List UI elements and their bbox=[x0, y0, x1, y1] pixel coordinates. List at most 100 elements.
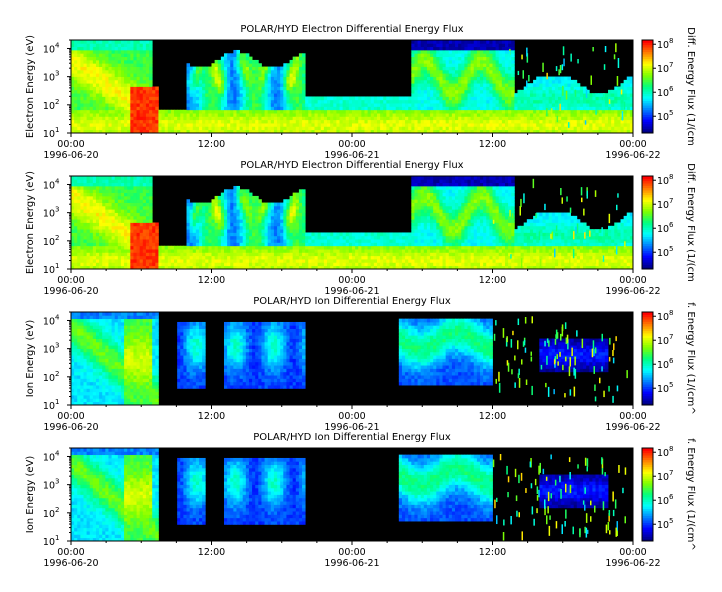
heatmap-cell bbox=[252, 219, 256, 223]
noise-mark bbox=[556, 115, 559, 123]
heatmap-cell bbox=[511, 109, 515, 114]
heatmap-cell bbox=[245, 119, 250, 124]
heatmap-cell bbox=[80, 189, 84, 194]
heatmap-cell bbox=[124, 265, 128, 270]
heatmap-cell bbox=[211, 252, 216, 257]
heatmap-cell bbox=[139, 93, 144, 97]
heatmap-cell bbox=[423, 126, 428, 131]
heatmap-cell bbox=[83, 43, 88, 48]
heatmap-cell bbox=[248, 56, 253, 61]
heatmap-cell bbox=[586, 109, 590, 114]
heatmap-cell bbox=[458, 69, 462, 74]
heatmap-cell bbox=[227, 255, 231, 260]
heatmap-cell bbox=[83, 46, 88, 51]
heatmap-cell bbox=[217, 103, 222, 107]
heatmap-cell bbox=[258, 86, 262, 91]
heatmap-cell bbox=[280, 93, 284, 97]
heatmap-cell bbox=[186, 239, 191, 243]
heatmap-cell bbox=[626, 99, 631, 104]
heatmap-cell bbox=[489, 103, 493, 107]
heatmap-cell bbox=[80, 205, 84, 210]
heatmap-cell bbox=[227, 53, 231, 58]
heatmap-cell bbox=[86, 255, 91, 260]
heatmap-cell bbox=[533, 99, 537, 104]
heatmap-cell bbox=[458, 56, 462, 61]
heatmap-cell bbox=[77, 215, 81, 220]
heatmap-cell bbox=[139, 113, 144, 117]
heatmap-cell bbox=[495, 83, 500, 87]
heatmap-cell bbox=[227, 199, 231, 203]
heatmap-cell bbox=[77, 189, 81, 194]
heatmap-cell bbox=[426, 116, 431, 121]
heatmap-cell bbox=[248, 113, 253, 117]
heatmap-cell bbox=[289, 89, 294, 94]
heatmap-cell bbox=[195, 93, 200, 97]
heatmap-cell bbox=[145, 49, 150, 54]
heatmap-cell bbox=[280, 66, 284, 71]
heatmap-cell bbox=[504, 129, 509, 134]
heatmap-cell bbox=[142, 69, 147, 74]
heatmap-cell bbox=[80, 113, 84, 117]
heatmap-cell bbox=[223, 202, 228, 207]
heatmap-cell bbox=[252, 73, 256, 77]
heatmap-cell bbox=[86, 259, 91, 263]
heatmap-cell bbox=[626, 79, 631, 84]
heatmap-cell bbox=[217, 212, 222, 217]
heatmap-cell bbox=[83, 212, 88, 217]
heatmap-cell bbox=[517, 116, 521, 121]
heatmap-cell bbox=[195, 262, 200, 267]
heatmap-cell bbox=[127, 106, 131, 111]
heatmap-cell bbox=[501, 89, 506, 94]
heatmap-cell bbox=[117, 235, 122, 240]
heatmap-cell bbox=[136, 76, 141, 81]
heatmap-cell bbox=[208, 219, 212, 223]
heatmap-cell bbox=[102, 212, 106, 217]
heatmap-cell bbox=[89, 53, 94, 58]
heatmap-cell bbox=[211, 259, 216, 263]
heatmap-cell bbox=[95, 199, 100, 203]
heatmap-cell bbox=[117, 116, 122, 121]
heatmap-cell bbox=[186, 119, 191, 124]
heatmap-cell bbox=[71, 176, 75, 180]
heatmap-cell bbox=[436, 89, 440, 94]
heatmap-cell bbox=[161, 265, 166, 270]
heatmap-cell bbox=[611, 109, 615, 114]
heatmap-cell bbox=[592, 103, 596, 107]
heatmap-cell bbox=[174, 129, 178, 134]
heatmap-cell bbox=[102, 242, 106, 247]
heatmap-cell bbox=[214, 195, 219, 200]
heatmap-cell bbox=[80, 209, 84, 213]
heatmap-cell bbox=[529, 123, 534, 127]
heatmap-cell bbox=[411, 96, 415, 101]
heatmap-cell bbox=[529, 86, 534, 91]
heatmap-cell bbox=[199, 66, 203, 71]
heatmap-cell bbox=[345, 119, 350, 124]
heatmap-cell bbox=[252, 79, 256, 84]
heatmap-cell bbox=[245, 229, 250, 233]
heatmap-cell bbox=[77, 205, 81, 210]
heatmap-cell bbox=[139, 119, 144, 124]
heatmap-cell bbox=[105, 229, 109, 233]
heatmap-cell bbox=[86, 222, 91, 227]
heatmap-cell bbox=[542, 109, 546, 114]
heatmap-cell bbox=[120, 235, 125, 240]
heatmap-cell bbox=[508, 63, 512, 67]
x-tick-label: 12:00 bbox=[198, 139, 225, 150]
heatmap-cell bbox=[476, 53, 481, 58]
heatmap-cell bbox=[258, 66, 262, 71]
heatmap-cell bbox=[430, 89, 434, 94]
heatmap-cell bbox=[314, 106, 319, 111]
heatmap-cell bbox=[74, 262, 78, 267]
heatmap-cell bbox=[361, 116, 365, 121]
heatmap-cell bbox=[195, 222, 200, 227]
heatmap-cell bbox=[155, 99, 159, 104]
heatmap-cell bbox=[80, 59, 84, 64]
heatmap-cell bbox=[227, 116, 231, 121]
heatmap-cell bbox=[511, 113, 515, 117]
heatmap-cell bbox=[236, 59, 240, 64]
heatmap-cell bbox=[564, 79, 568, 84]
heatmap-cell bbox=[114, 89, 119, 94]
heatmap-cell bbox=[202, 99, 206, 104]
heatmap-cell bbox=[492, 106, 497, 111]
heatmap-cell bbox=[458, 83, 462, 87]
